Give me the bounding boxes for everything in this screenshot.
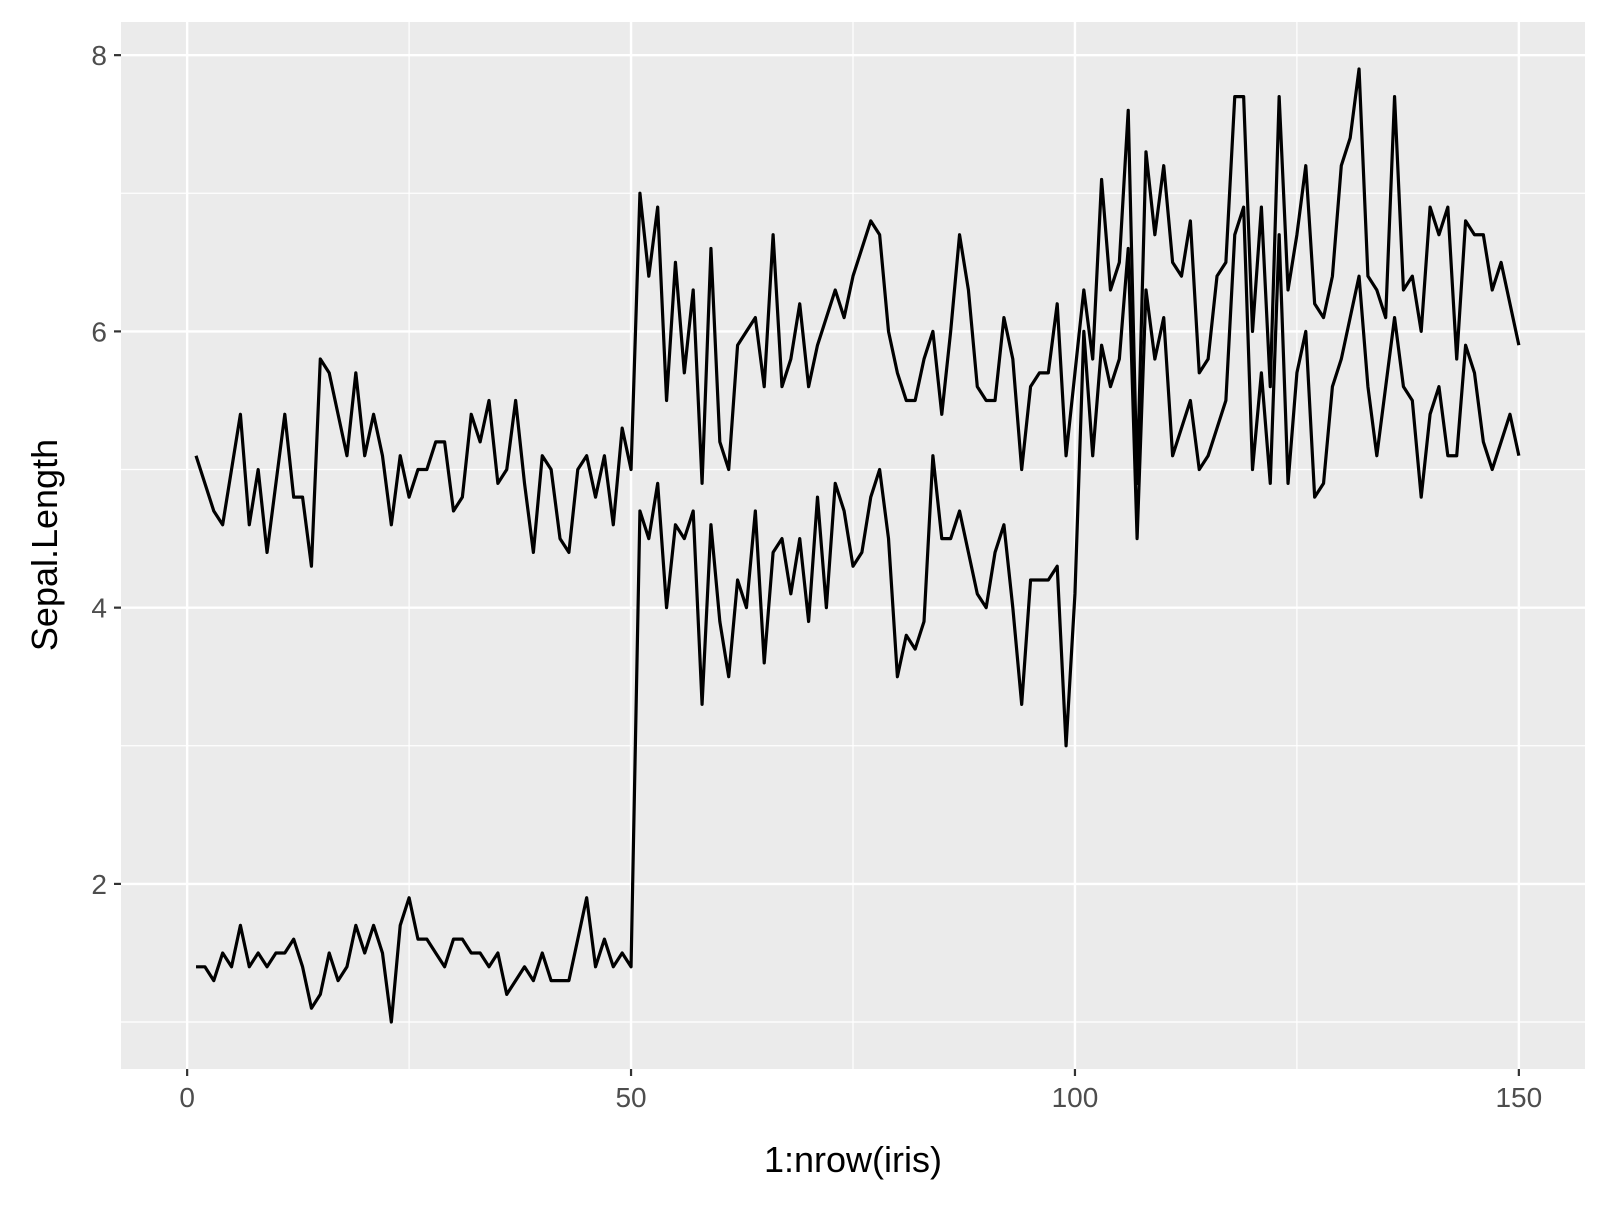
y-tick-label: 6: [91, 316, 107, 347]
y-axis-title: Sepal.Length: [24, 439, 65, 651]
x-axis: 0 50 100 150: [179, 1069, 1542, 1113]
y-tick-label: 2: [91, 869, 107, 900]
x-tick-label: 0: [179, 1082, 195, 1113]
x-tick-label: 100: [1052, 1082, 1099, 1113]
x-axis-title: 1:nrow(iris): [764, 1139, 942, 1180]
y-tick-label: 4: [91, 593, 107, 624]
series-lines: [194, 67, 1521, 1024]
major-gridlines: [121, 22, 1585, 1069]
series-line-1: [194, 67, 1521, 568]
x-tick-label: 50: [615, 1082, 646, 1113]
minor-gridlines: [121, 22, 1585, 1069]
x-tick-label: 150: [1495, 1082, 1542, 1113]
y-tick-label: 8: [91, 40, 107, 71]
series-line-2: [196, 205, 1521, 1024]
y-axis: 2 4 6 8: [91, 40, 121, 900]
